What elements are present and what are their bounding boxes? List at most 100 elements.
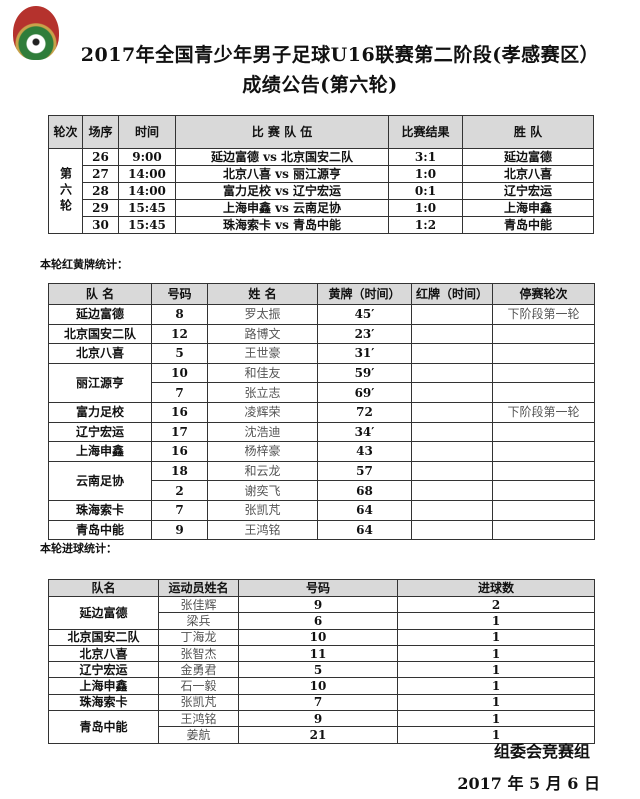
yellow-card-time: 64 — [317, 519, 412, 541]
yellow-card-time: 72 — [317, 401, 412, 423]
card-row: 2 谢奕飞 68 — [49, 480, 595, 501]
player-number: 21 — [238, 726, 398, 744]
red-card-time — [411, 362, 493, 384]
card-row: 北京八喜 5 王世豪 31′ — [48, 343, 595, 364]
match-number: 29 — [82, 199, 119, 217]
column-header: 进球数 — [397, 579, 595, 597]
suspension-round — [492, 441, 595, 462]
player-number: 2 — [151, 480, 208, 501]
goals-table: 队名 运动员姓名 号码 进球数 延边富德 张佳辉 9 2 梁兵 6 1 北京国安二队 丁海龙 10 1 北京八… — [48, 579, 595, 744]
yellow-card-time: 45′ — [317, 304, 412, 325]
team-name: 辽宁宏运 — [48, 661, 159, 679]
red-card-time — [411, 343, 493, 364]
player-number: 5 — [151, 343, 208, 364]
card-row: 上海申鑫 16 杨梓豪 43 — [48, 441, 595, 462]
match-score: 0:1 — [388, 182, 463, 200]
match-number: 27 — [82, 165, 119, 183]
team-name: 辽宁宏运 — [48, 421, 152, 443]
column-header: 场序 — [82, 115, 119, 149]
yellow-card-time: 31′ — [317, 343, 412, 364]
suspension-round: 下阶段第一轮 — [492, 401, 595, 423]
match-number: 28 — [82, 182, 119, 200]
team-name: 青岛中能 — [48, 710, 159, 744]
match-score: 1:0 — [388, 165, 463, 183]
player-name: 王世豪 — [207, 343, 318, 364]
goal-row: 北京国安二队 丁海龙 10 1 — [48, 628, 595, 646]
column-header: 比 赛 队 伍 — [175, 115, 389, 149]
player-name: 丁海龙 — [158, 628, 239, 646]
player-name: 王鸿铭 — [207, 519, 318, 541]
goal-count: 1 — [397, 710, 595, 728]
suspension-round — [492, 480, 595, 501]
red-card-time — [411, 519, 493, 541]
team-name: 上海申鑫 — [48, 441, 152, 462]
column-header: 比赛结果 — [388, 115, 463, 149]
match-winner: 辽宁宏运 — [462, 182, 594, 200]
match-number: 30 — [82, 216, 119, 234]
goal-row: 辽宁宏运 金勇君 5 1 — [48, 661, 595, 679]
player-name: 杨梓豪 — [207, 441, 318, 462]
yellow-card-time: 43 — [317, 441, 412, 462]
player-number: 18 — [151, 460, 208, 482]
player-number: 6 — [238, 612, 398, 630]
column-header: 黄牌（时间） — [317, 283, 412, 305]
match-score: 1:2 — [388, 216, 463, 234]
player-name: 张立志 — [207, 382, 318, 403]
match-score: 1:0 — [388, 199, 463, 217]
goal-row: 北京八喜 张智杰 11 1 — [48, 644, 595, 663]
match-teams: 延边富德 vs 北京国安二队 — [175, 148, 389, 166]
goal-count: 1 — [397, 693, 595, 712]
column-header: 号码 — [238, 579, 398, 597]
player-number: 16 — [151, 401, 208, 423]
match-teams: 北京八喜 vs 丽江源亨 — [175, 165, 389, 183]
column-header: 运动员姓名 — [158, 579, 239, 597]
suspension-round — [492, 499, 595, 521]
yellow-card-time: 69′ — [317, 382, 412, 403]
team-name: 北京八喜 — [48, 343, 152, 364]
match-time: 9:00 — [118, 148, 176, 166]
yellow-card-time: 68 — [317, 480, 412, 501]
match-time: 14:00 — [118, 165, 176, 183]
card-row: 珠海索卡 7 张凯芃 64 — [48, 499, 595, 521]
suspension-round: 下阶段第一轮 — [492, 304, 595, 325]
match-row: 28 14:00 富力足校 vs 辽宁宏运 0:1 辽宁宏运 — [49, 182, 594, 200]
player-name: 张智杰 — [158, 644, 239, 663]
team-name: 北京八喜 — [48, 644, 159, 663]
match-teams: 富力足校 vs 辽宁宏运 — [175, 182, 389, 200]
round-cell: 第六轮 — [48, 148, 83, 234]
suspension-round — [492, 382, 595, 403]
suspension-round — [492, 421, 595, 443]
yellow-card-time: 59′ — [317, 362, 412, 384]
team-name: 延边富德 — [48, 596, 159, 630]
match-number: 26 — [82, 148, 119, 166]
player-name: 姜航 — [158, 726, 239, 744]
red-card-time — [411, 401, 493, 423]
team-name: 富力足校 — [48, 401, 152, 423]
match-winner: 延边富德 — [462, 148, 594, 166]
match-row: 30 15:45 珠海索卡 vs 青岛中能 1:2 青岛中能 — [49, 216, 594, 234]
player-name: 谢奕飞 — [207, 480, 318, 501]
player-name: 沈浩迪 — [207, 421, 318, 443]
goal-row: 延边富德 张佳辉 9 2 — [48, 595, 595, 630]
goal-count: 1 — [397, 726, 595, 744]
player-number: 16 — [151, 441, 208, 462]
association-logo — [13, 6, 59, 60]
red-card-time — [411, 421, 493, 443]
red-card-time — [411, 304, 493, 325]
player-name: 石一毅 — [158, 677, 239, 695]
player-name: 路博文 — [207, 323, 318, 345]
goals-section-title: 本轮进球统计： — [40, 542, 117, 555]
goal-row: 上海申鑫 石一毅 10 1 — [48, 677, 595, 695]
goal-row: 姜航 21 1 — [49, 726, 595, 744]
column-header: 轮次 — [48, 115, 83, 149]
team-name: 北京国安二队 — [48, 323, 152, 345]
player-name: 王鸿铭 — [158, 710, 239, 728]
team-name: 丽江源亨 — [48, 362, 152, 403]
suspension-round — [492, 519, 595, 541]
player-name: 金勇君 — [158, 661, 239, 679]
card-row: 7 张立志 69′ — [49, 382, 595, 403]
yellow-card-time: 23′ — [317, 323, 412, 345]
card-row: 辽宁宏运 17 沈浩迪 34′ — [48, 421, 595, 443]
red-card-time — [411, 382, 493, 403]
card-row: 青岛中能 9 王鸿铭 64 — [48, 519, 595, 541]
